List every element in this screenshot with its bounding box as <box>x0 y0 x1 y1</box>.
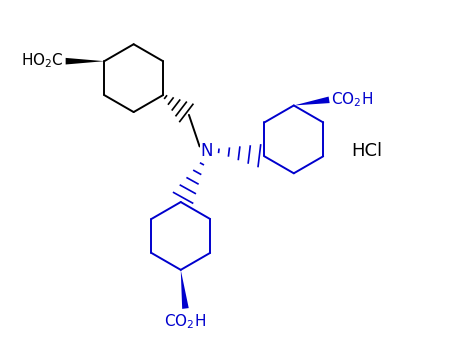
Text: HO$_2$C: HO$_2$C <box>21 51 63 70</box>
Polygon shape <box>66 58 104 65</box>
Text: HCl: HCl <box>351 142 382 160</box>
Text: N: N <box>200 142 213 160</box>
Text: CO$_2$H: CO$_2$H <box>165 312 207 331</box>
Polygon shape <box>294 97 330 105</box>
Text: CO$_2$H: CO$_2$H <box>331 91 373 109</box>
Polygon shape <box>181 270 189 309</box>
